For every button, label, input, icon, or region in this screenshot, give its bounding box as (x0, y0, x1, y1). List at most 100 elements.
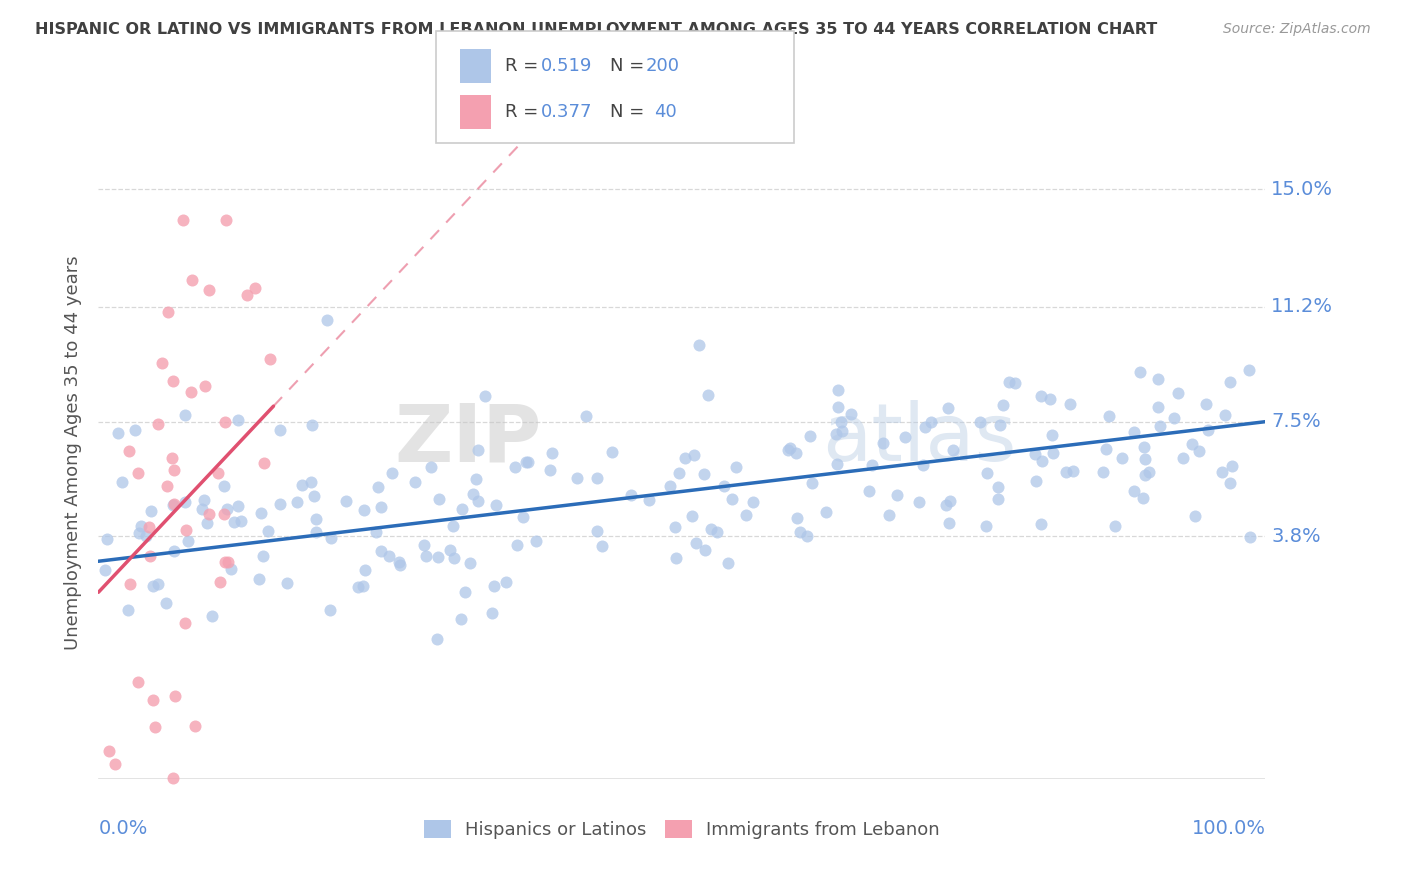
Point (229, 514, 252, 528)
Point (163, 463, 186, 477)
Point (1054, 465, 1077, 479)
Point (335, 494, 357, 508)
Point (180, 273, 202, 287)
Text: 100.0%: 100.0% (1191, 819, 1265, 838)
Point (219, 562, 242, 576)
Point (482, 579, 505, 593)
Point (1091, 465, 1114, 479)
Point (243, 281, 266, 295)
Point (162, 772, 184, 786)
Point (825, 426, 848, 441)
Point (117, 603, 139, 617)
Point (1184, 509, 1206, 524)
Point (177, 533, 200, 548)
Text: N =: N = (610, 103, 650, 121)
Point (378, 549, 401, 564)
Point (1111, 450, 1133, 465)
Point (1173, 450, 1195, 465)
Point (269, 497, 291, 511)
Point (495, 575, 517, 590)
Point (1094, 442, 1116, 456)
Point (389, 558, 412, 572)
Point (988, 418, 1011, 433)
Point (124, 423, 146, 437)
Point (467, 493, 489, 508)
Point (269, 423, 291, 437)
Point (141, 504, 163, 518)
Point (789, 524, 811, 539)
Point (172, 213, 194, 227)
Text: 0.519: 0.519 (541, 57, 593, 75)
Point (316, 313, 339, 327)
Text: 11.2%: 11.2% (1271, 297, 1333, 317)
Point (658, 479, 681, 493)
Point (786, 511, 808, 525)
Point (1239, 530, 1261, 544)
Point (987, 492, 1010, 507)
Point (163, 543, 186, 558)
Point (938, 516, 960, 531)
Point (193, 492, 215, 507)
Point (412, 538, 434, 552)
Point (451, 501, 474, 516)
Point (1222, 458, 1244, 473)
Point (693, 467, 716, 482)
Point (364, 524, 387, 539)
Point (976, 467, 998, 481)
Point (1237, 363, 1260, 377)
Point (935, 498, 957, 512)
Legend: Hispanics or Latinos, Immigrants from Lebanon: Hispanics or Latinos, Immigrants from Le… (416, 813, 948, 847)
Point (236, 287, 259, 301)
Point (214, 555, 236, 569)
Text: N =: N = (610, 57, 650, 75)
Point (685, 536, 707, 550)
Point (1166, 386, 1188, 401)
Point (1135, 452, 1157, 467)
Point (155, 596, 177, 610)
Point (1146, 372, 1168, 386)
Point (458, 556, 481, 570)
Point (872, 436, 894, 450)
Point (1195, 397, 1218, 411)
Point (259, 351, 281, 366)
Point (503, 459, 526, 474)
Text: 0.377: 0.377 (541, 103, 593, 121)
Point (128, 526, 150, 541)
Text: Source: ZipAtlas.com: Source: ZipAtlas.com (1223, 22, 1371, 37)
Point (936, 401, 959, 415)
Point (214, 507, 236, 521)
Point (474, 389, 496, 403)
Y-axis label: Unemployment Among Ages 35 to 44 years: Unemployment Among Ages 35 to 44 years (63, 255, 82, 650)
Point (1129, 365, 1152, 379)
Point (247, 572, 270, 586)
Point (516, 455, 538, 469)
Point (173, 616, 195, 631)
Point (96, 532, 118, 546)
Point (443, 550, 465, 565)
Text: HISPANIC OR LATINO VS IMMIGRANTS FROM LEBANON UNEMPLOYMENT AMONG AGES 35 TO 44 Y: HISPANIC OR LATINO VS IMMIGRANTS FROM LE… (35, 22, 1157, 37)
Point (439, 542, 461, 557)
Point (506, 539, 529, 553)
Point (148, 417, 170, 431)
Point (415, 549, 437, 564)
Point (215, 213, 238, 227)
Point (1031, 516, 1053, 531)
Point (735, 508, 758, 522)
Point (143, 720, 166, 734)
Point (1147, 400, 1170, 414)
Point (567, 470, 589, 484)
Point (302, 489, 325, 503)
Point (142, 692, 165, 706)
Point (222, 515, 245, 529)
Point (997, 376, 1019, 390)
Point (1133, 441, 1156, 455)
Point (215, 502, 238, 516)
Point (131, 518, 153, 533)
Point (706, 524, 728, 539)
Text: 0.0%: 0.0% (98, 819, 148, 838)
Point (1062, 464, 1084, 478)
Point (830, 415, 852, 429)
Point (250, 506, 273, 520)
Point (195, 516, 218, 530)
Point (180, 384, 202, 399)
